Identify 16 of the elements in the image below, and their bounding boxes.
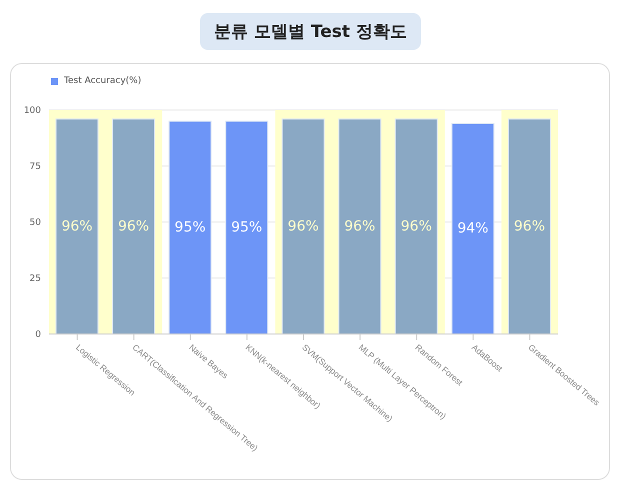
y-tick-label: 50	[30, 218, 42, 228]
y-tick-label: 100	[24, 106, 42, 116]
y-tick-label: 0	[35, 330, 42, 340]
chart-title: 분류 모델별 Test 정확도	[200, 13, 421, 50]
y-tick-label: 75	[30, 162, 41, 172]
data-label: 96%	[288, 218, 319, 234]
data-label: 96%	[344, 218, 376, 234]
data-label: 96%	[400, 218, 432, 234]
legend-label: Test Accuracy(%)	[63, 76, 142, 86]
data-label: 95%	[231, 220, 262, 236]
data-label: 94%	[457, 220, 488, 237]
data-label: 96%	[61, 218, 93, 234]
data-label: 95%	[174, 220, 206, 236]
y-tick-label: 25	[30, 274, 41, 284]
data-label: 96%	[118, 218, 150, 234]
data-label: 96%	[514, 218, 546, 234]
